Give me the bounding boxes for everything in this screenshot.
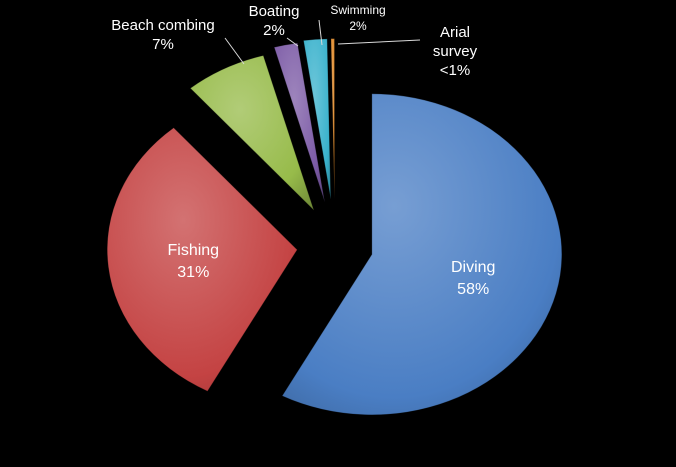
- data-label-beach-combing: Beach combing 7%: [111, 17, 214, 53]
- pie-slice-beach-combing: [189, 55, 315, 211]
- pie-slice-arial-survey: [330, 38, 335, 200]
- leader-line-arial-survey: [337, 39, 421, 45]
- leader-line-boating: [286, 37, 299, 47]
- labels-layer: Diving 58% Fishing 31% Beach combing 7% Boatin…: [111, 3, 495, 298]
- data-label-arial-survey: Arial survey <1%: [433, 24, 478, 79]
- pie-slice-diving: [281, 93, 563, 416]
- slices-layer: [106, 38, 563, 416]
- pie-slice-swimming: [303, 38, 332, 200]
- pie-slice-boating: [273, 42, 326, 203]
- pie-slice-fishing: [106, 127, 298, 392]
- leader-line-beach-combing: [224, 37, 245, 65]
- data-label-boating: Boating 2%: [249, 3, 300, 39]
- data-label-diving: Diving 58%: [451, 259, 495, 298]
- data-label-swimming: Swimming 2%: [330, 3, 385, 33]
- data-label-fishing: Fishing 31%: [168, 242, 220, 281]
- leader-line-swimming: [318, 19, 323, 46]
- leaders-layer: [224, 19, 421, 65]
